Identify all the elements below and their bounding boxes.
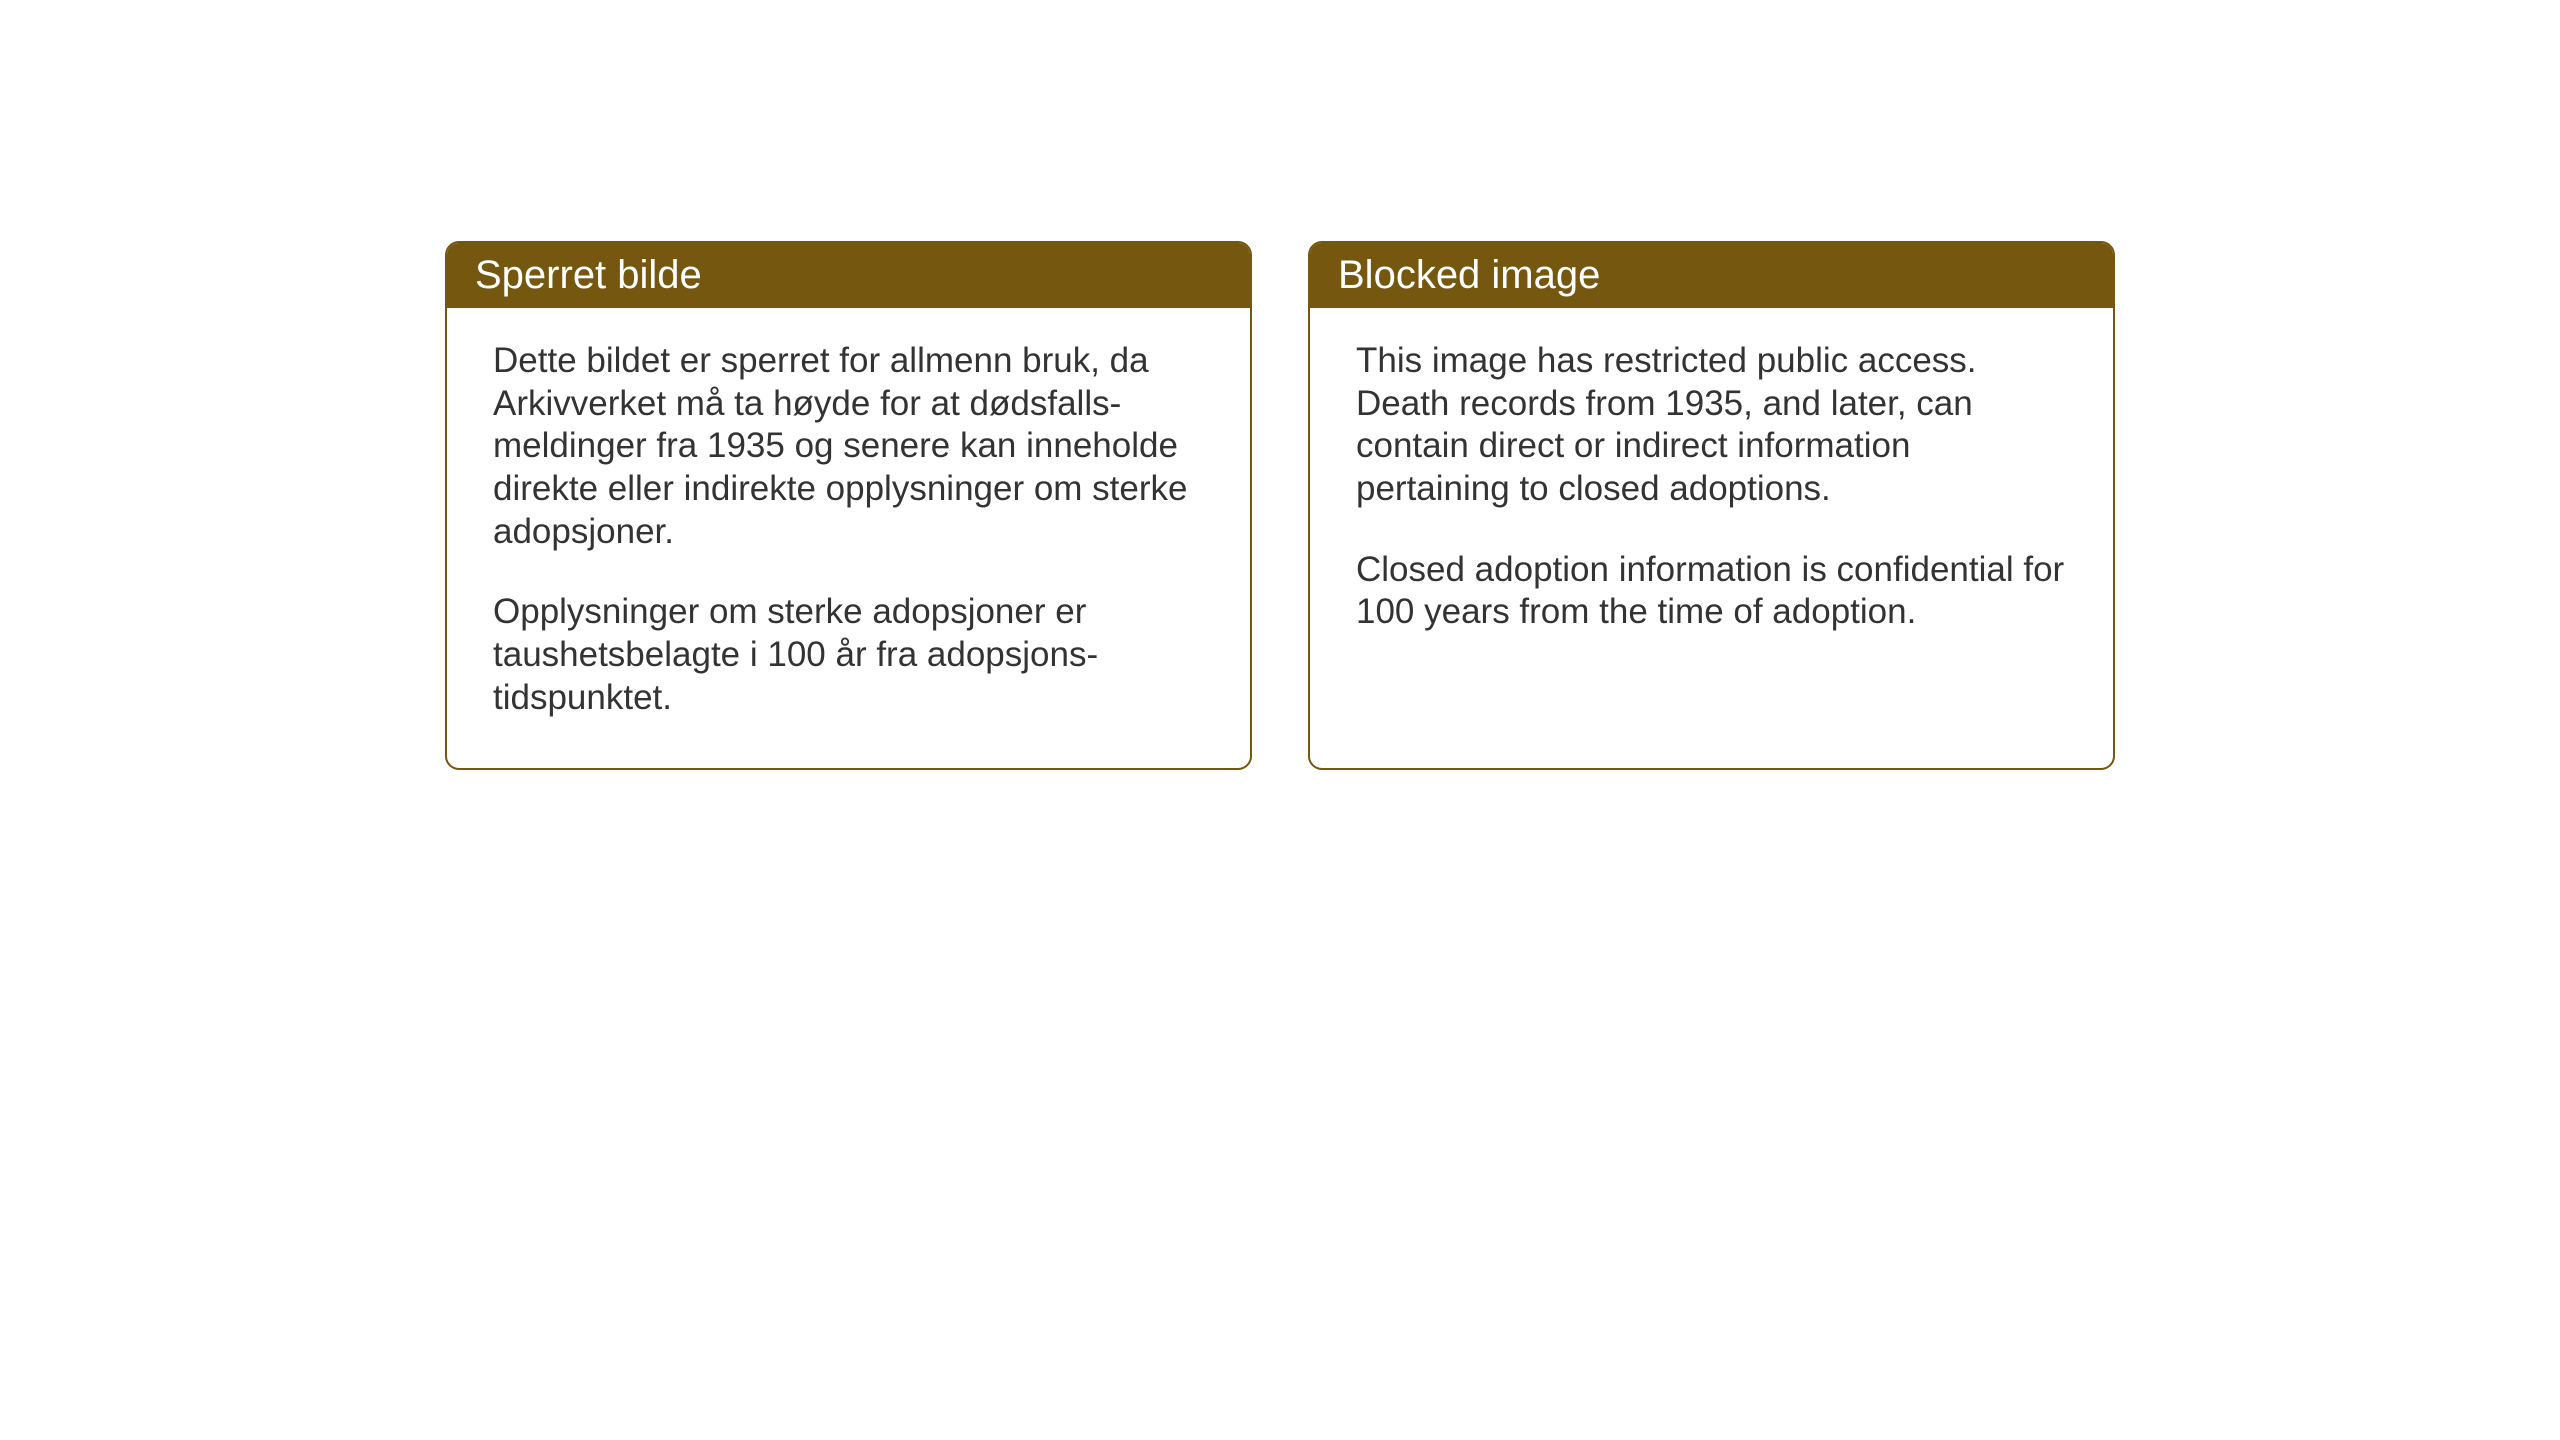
card-title-norwegian: Sperret bilde	[475, 253, 702, 297]
card-norwegian: Sperret bilde Dette bildet er sperret fo…	[445, 241, 1252, 770]
card-english: Blocked image This image has restricted …	[1308, 241, 2115, 770]
card-paragraph-1-norwegian: Dette bildet er sperret for allmenn bruk…	[493, 340, 1204, 553]
card-header-english: Blocked image	[1310, 243, 2113, 308]
card-body-norwegian: Dette bildet er sperret for allmenn bruk…	[447, 308, 1250, 768]
card-paragraph-1-english: This image has restricted public access.…	[1356, 340, 2067, 511]
card-title-english: Blocked image	[1338, 253, 1600, 297]
card-paragraph-2-norwegian: Opplysninger om sterke adopsjoner er tau…	[493, 591, 1204, 719]
card-body-english: This image has restricted public access.…	[1310, 308, 2113, 682]
card-header-norwegian: Sperret bilde	[447, 243, 1250, 308]
cards-container: Sperret bilde Dette bildet er sperret fo…	[445, 241, 2115, 770]
card-paragraph-2-english: Closed adoption information is confident…	[1356, 549, 2067, 634]
